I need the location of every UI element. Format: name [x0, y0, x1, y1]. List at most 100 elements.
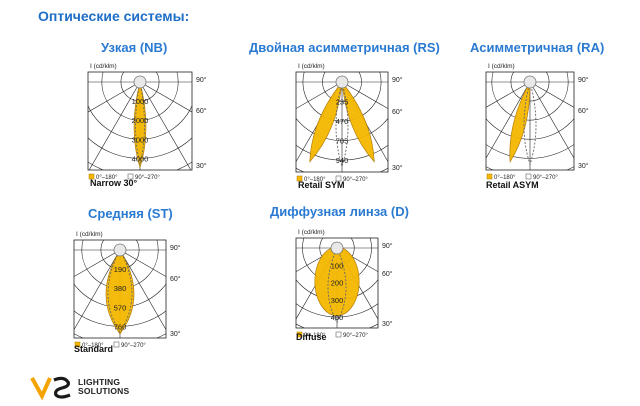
- logo-wordmark: LIGHTING SOLUTIONS: [78, 378, 129, 396]
- diagram-frame: [295, 71, 389, 173]
- angle-label: 60°: [392, 108, 403, 116]
- panel-title-retail-sym: Двойная асимметричная (RS): [249, 40, 440, 55]
- angle-label: 30°: [578, 162, 589, 170]
- distribution-curve-90-270: [135, 81, 145, 165]
- polar-grid: [74, 240, 166, 338]
- grid-ray: [529, 81, 574, 159]
- grid-ray: [139, 81, 192, 113]
- polar-diagram-svg: I (cd/klm) 190 380 570 760 90° 60° 30° 0°–180° 90…: [73, 231, 181, 349]
- legend-swatch-solid: [296, 331, 303, 338]
- lamp-icon: [330, 241, 344, 255]
- polar-diagram-svg: I (cd/klm) 90° 60° 30° 0°–180° 90°–270°: [485, 63, 589, 181]
- unit-label: I (cd/klm): [298, 229, 325, 236]
- legend-label-0-180: 0°–180°: [494, 175, 516, 181]
- angle-label: 90°: [382, 242, 393, 250]
- grid-ray: [74, 249, 121, 277]
- radial-value-label: 2000: [132, 116, 149, 125]
- unit-label: I (cd/klm): [76, 231, 103, 238]
- distribution-curve-90-270: [327, 246, 347, 324]
- legend-swatch-solid: [88, 173, 95, 180]
- legend-label-90-270: 90°–270°: [533, 175, 558, 181]
- grid-ray: [296, 247, 338, 273]
- distribution-curve-right: [341, 80, 375, 163]
- legend-label-0-180: 0°–180°: [304, 333, 326, 339]
- angle-label: 90°: [392, 76, 403, 84]
- angle-label: 30°: [382, 320, 393, 328]
- caption-standard: Standard: [74, 344, 114, 354]
- legend-label-90-270: 90°–270°: [135, 175, 160, 181]
- legend-swatch-dashed: [127, 173, 134, 180]
- polar-diagram-svg: I (cd/klm) 1000 2000 3000 4000 90° 60° 30° 0°–18…: [87, 63, 207, 181]
- vs-logo-mark-icon: [30, 376, 71, 400]
- legend-swatch-dashed: [113, 341, 120, 348]
- grid-ray: [74, 249, 121, 331]
- grid-ray: [88, 81, 141, 113]
- grid-ray: [296, 81, 343, 109]
- radial-value-label: 300: [331, 296, 344, 305]
- unit-label: I (cd/klm): [298, 63, 325, 70]
- angle-label: 30°: [170, 330, 181, 338]
- polar-diagram-svg: I (cd/klm) 100 200 300 400 90° 60° 30° 0°–180° 90…: [295, 229, 393, 339]
- legend-label-90-270: 90°–270°: [121, 343, 146, 349]
- radial-value-label: 200: [331, 279, 344, 288]
- polar-diagram-svg: I (cd/klm) 235 470 705 940 90° 60° 30° 0°–180° 90…: [295, 63, 403, 183]
- logo-line-1: LIGHTING: [78, 377, 121, 387]
- diagram-frame: [73, 239, 167, 339]
- grid-ray: [139, 81, 192, 170]
- legend-label-0-180: 0°–180°: [304, 177, 326, 183]
- polar-diagram-standard: I (cd/klm) 190 380 570 760 90° 60° 30° 0°–180° 90…: [72, 228, 194, 350]
- lamp-icon: [133, 75, 147, 89]
- angle-label: 60°: [196, 107, 207, 115]
- legend-swatch-solid: [486, 173, 493, 180]
- caption-narrow: Narrow 30°: [90, 178, 138, 188]
- angle-label: 30°: [196, 162, 207, 170]
- radial-value-label: 190: [114, 265, 127, 274]
- angle-label: 60°: [382, 270, 393, 278]
- page-heading: Оптические системы:: [38, 8, 190, 24]
- radial-value-label: 380: [114, 284, 127, 293]
- panel-title-standard: Средняя (ST): [88, 206, 173, 221]
- grid-ray: [486, 81, 531, 108]
- legend-label-0-180: 0°–180°: [96, 175, 118, 181]
- unit-label: I (cd/klm): [488, 63, 515, 70]
- legend-swatch-dashed: [335, 331, 342, 338]
- caption-diffuse: Diffuse: [296, 332, 327, 342]
- polar-grid: [486, 72, 574, 170]
- distribution-curve-0-180: [105, 249, 135, 335]
- distribution-curve-90-270: [107, 249, 133, 334]
- legend-swatch-solid: [296, 175, 303, 182]
- panel-title-narrow: Узкая (NB): [101, 40, 168, 55]
- logo-line-2: SOLUTIONS: [78, 386, 130, 396]
- radial-value-label: 940: [336, 156, 349, 165]
- radial-value-label: 470: [336, 117, 349, 126]
- distribution-curve-0-180: [509, 80, 531, 163]
- panel-title-retail-asym: Асимметричная (RA): [470, 40, 605, 55]
- radial-value-label: 400: [331, 313, 344, 322]
- radial-value-label: 4000: [132, 154, 149, 163]
- radial-value-label: 570: [114, 303, 127, 312]
- legend-swatch-dashed: [525, 173, 532, 180]
- radial-value-label: 235: [336, 98, 349, 107]
- caption-retail-sym: Retail SYM: [298, 180, 345, 190]
- radial-value-label: 1000: [132, 97, 149, 106]
- polar-grid: [296, 72, 388, 172]
- diagram-frame: [485, 71, 575, 171]
- angle-label: 90°: [578, 76, 589, 84]
- distribution-curve-90-270: [523, 80, 537, 166]
- radial-value-label: 760: [114, 322, 127, 331]
- polar-diagram-diffuse: I (cd/klm) 100 200 300 400 90° 60° 30° 0°–180° 90…: [294, 226, 406, 340]
- lamp-icon: [523, 75, 537, 89]
- diagram-frame: [87, 71, 193, 171]
- legend-label-0-180: 0°–180°: [82, 343, 104, 349]
- caption-retail-asym: Retail ASYM: [486, 180, 539, 190]
- panel-title-diffuse: Диффузная линза (D): [270, 204, 409, 219]
- polar-grid: [88, 72, 192, 170]
- grid-ray: [529, 81, 574, 108]
- diagram-frame: [295, 237, 379, 329]
- grid-ray: [341, 81, 388, 109]
- legend-swatch-dashed: [335, 175, 342, 182]
- legend-label-90-270: 90°–270°: [343, 333, 368, 339]
- polar-grid: [296, 238, 378, 328]
- distribution-curve-left: [309, 80, 343, 163]
- legend-swatch-solid: [74, 341, 81, 348]
